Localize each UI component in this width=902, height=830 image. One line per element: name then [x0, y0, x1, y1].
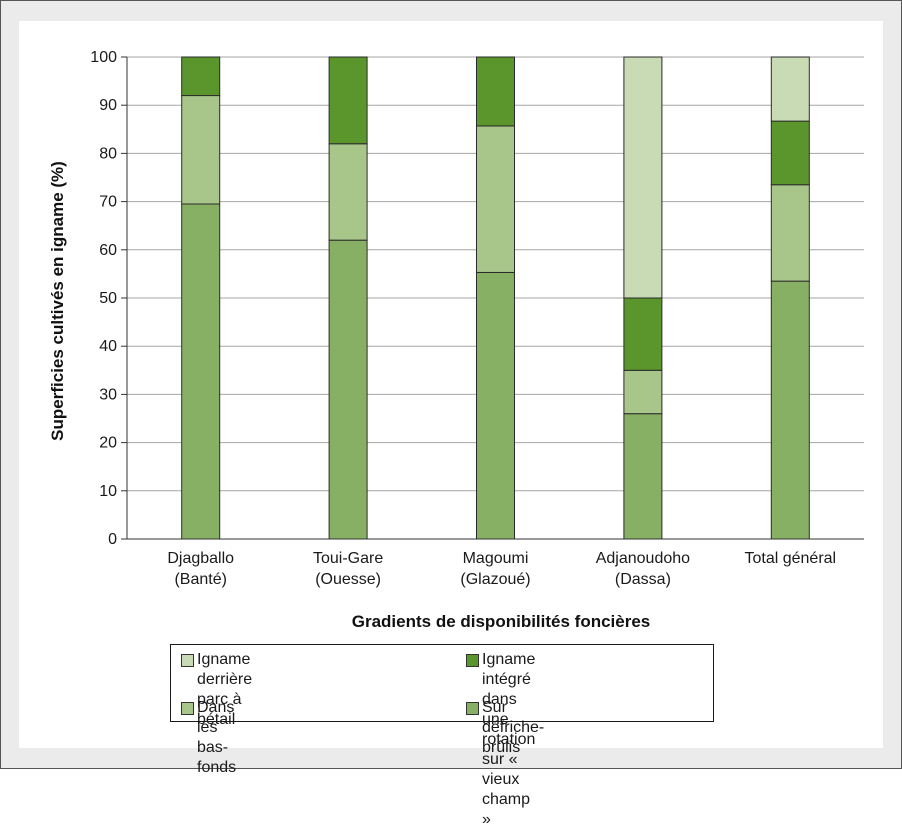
y-tick-label: 90	[99, 97, 117, 114]
x-category-label: (Ouesse)	[315, 571, 381, 588]
legend-swatch-vieux-champ	[466, 654, 479, 667]
plot-panel: 0 10 20 30 40 50 60 70 80 90 100 Djagballo (Banté) To…	[19, 21, 883, 828]
y-tick-label: 0	[108, 531, 117, 548]
x-category-label: Total général	[744, 550, 836, 567]
bar-segment-4-3	[770, 56, 810, 122]
bars	[181, 56, 810, 540]
bar-segment-2-1	[476, 125, 515, 273]
bar-segment-2-0	[476, 271, 515, 540]
x-category-label: Adjanoudoho	[596, 550, 690, 567]
y-tick-label: 30	[99, 386, 117, 403]
bar-segment-0-1	[181, 95, 221, 205]
legend-swatch-bas-fonds	[181, 702, 194, 715]
x-category-label: (Glazoué)	[460, 571, 530, 588]
bar-segment-3-3	[623, 56, 663, 299]
bar-segment-4-0	[770, 280, 810, 540]
y-tick-label: 40	[99, 338, 117, 355]
legend-label: Igname derrière parc à bétail	[197, 651, 253, 728]
labels: 0 10 20 30 40 50 60 70 80 90 100 Djagballo (Banté) To…	[90, 49, 836, 588]
legend-swatch-parc-betail	[181, 654, 194, 667]
y-axis-title: Superficies cultivés en igname (%)	[48, 161, 67, 441]
x-category-label: (Banté)	[174, 571, 226, 588]
legend-label: Dans les bas-fonds	[197, 699, 237, 776]
legend-swatch-defriche-brulis	[466, 702, 479, 715]
legend: Igname derrière parc à bétail Igname int…	[170, 644, 714, 828]
bar-segment-3-2	[623, 297, 663, 371]
bar-segment-3-1	[623, 369, 663, 415]
x-category-label: Djagballo	[167, 550, 234, 567]
bar-segment-3-0	[623, 413, 663, 540]
bar-segment-0-0	[181, 203, 221, 540]
x-axis-title: Gradients de disponibilités foncières	[352, 612, 651, 631]
x-category-label: Toui-Gare	[313, 550, 383, 567]
bar-segment-0-2	[181, 56, 221, 97]
bar-segment-1-1	[328, 143, 368, 241]
x-category-label: Magoumi	[463, 550, 529, 567]
legend-label: Sur défriche-brûlis	[482, 699, 545, 756]
y-tick-label: 70	[99, 194, 117, 211]
stacked-bar-chart: 0 10 20 30 40 50 60 70 80 90 100 Djagballo (Banté) To…	[48, 49, 864, 631]
bar-segment-1-0	[328, 239, 368, 540]
x-category-label: (Dassa)	[615, 571, 671, 588]
y-tick-label: 100	[90, 49, 117, 66]
y-tick-label: 50	[99, 290, 117, 307]
y-tick-label: 60	[99, 242, 117, 259]
bar-segment-4-1	[770, 184, 810, 282]
bar-segment-2-2	[476, 56, 515, 127]
bar-segment-4-2	[770, 120, 810, 186]
bar-segment-1-2	[328, 56, 368, 145]
y-tick-label: 80	[99, 145, 117, 162]
axes	[121, 56, 864, 540]
y-tick-label: 20	[99, 435, 117, 452]
y-tick-label: 10	[99, 483, 117, 500]
